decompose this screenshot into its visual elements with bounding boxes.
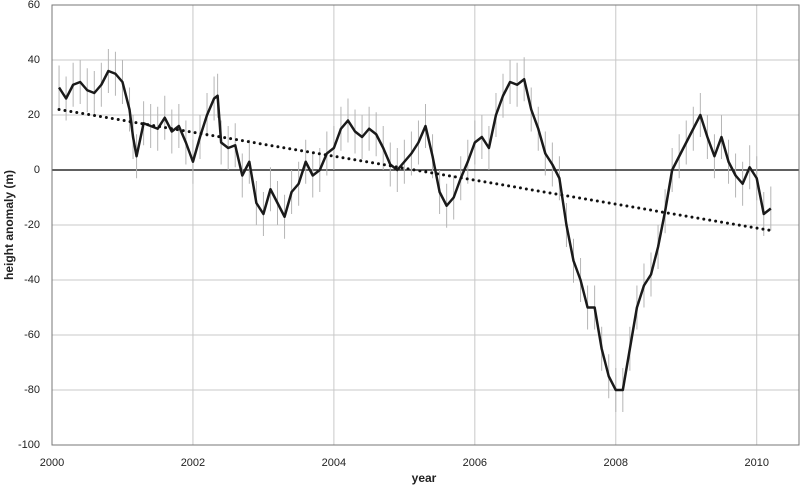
y-tick-label: 20 xyxy=(28,109,40,121)
y-tick-label: -80 xyxy=(24,384,40,396)
x-tick-label: 2000 xyxy=(40,457,64,469)
y-tick-label: -100 xyxy=(18,439,40,451)
x-tick-label: 2006 xyxy=(463,457,487,469)
y-tick-label: -60 xyxy=(24,329,40,341)
data-line xyxy=(57,69,772,392)
x-tick-label: 2010 xyxy=(744,457,768,469)
y-tick-label: -20 xyxy=(24,219,40,231)
y-tick-label: -40 xyxy=(24,274,40,286)
y-axis-title: height anomaly (m) xyxy=(2,170,16,280)
plot-frame xyxy=(51,4,800,446)
y-tick-label: 60 xyxy=(28,0,40,11)
y-tick-label: 40 xyxy=(28,54,40,66)
x-axis-title: year xyxy=(412,471,437,485)
trend-line xyxy=(57,108,773,232)
x-tick-label: 2002 xyxy=(181,457,205,469)
y-tick-label: 0 xyxy=(34,164,40,176)
x-tick-label: 2004 xyxy=(322,457,346,469)
x-tick-label: 2008 xyxy=(604,457,628,469)
